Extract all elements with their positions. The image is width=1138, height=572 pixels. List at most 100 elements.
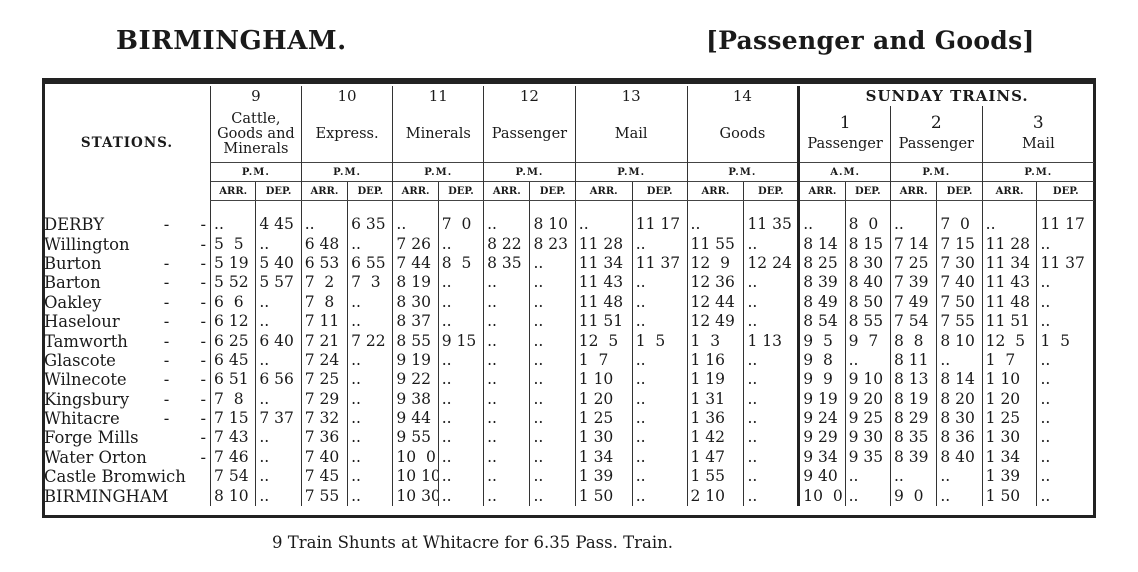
period-13: P.M. bbox=[574, 162, 688, 182]
time-cell: .. bbox=[255, 467, 302, 487]
time-cell: 7 55 bbox=[936, 311, 983, 332]
time-cell: .. bbox=[347, 370, 393, 390]
time-cell: .. bbox=[437, 311, 484, 332]
time-cell: 6 25 bbox=[210, 331, 256, 351]
time-cell: 8 55 bbox=[392, 331, 439, 351]
station-dash: - - bbox=[163, 409, 207, 429]
station-label: DERBY bbox=[44, 215, 105, 235]
time-cell: .. bbox=[437, 428, 484, 448]
time-cell: 11 28 bbox=[574, 234, 633, 254]
station-name: Barton - - bbox=[44, 273, 211, 292]
time-cell: 11 34 bbox=[981, 253, 1037, 274]
station-label: BIRMINGHAM bbox=[44, 486, 169, 506]
time-cell: 9 29 bbox=[797, 428, 846, 448]
time-cell: 7 11 bbox=[300, 311, 348, 332]
time-cell: .. bbox=[347, 292, 393, 312]
time-cell: .. bbox=[483, 447, 530, 468]
time-cell: 1 25 bbox=[981, 408, 1037, 429]
time-cell: .. bbox=[437, 486, 484, 506]
spacer-cell bbox=[437, 200, 484, 215]
table-row: Castle Bromwich 7 54.. 7 45.. 10 10...... 1 … bbox=[44, 467, 1094, 487]
time-cell: 7 54 bbox=[210, 467, 256, 487]
station-dash: - - bbox=[163, 253, 207, 273]
station-label: Barton bbox=[44, 273, 101, 293]
time-cell: 10 0 bbox=[797, 486, 846, 506]
time-cell: .. bbox=[631, 447, 688, 468]
time-cell: .. bbox=[529, 428, 576, 448]
time-cell: .. bbox=[483, 215, 530, 235]
time-cell: 1 16 bbox=[686, 350, 744, 371]
time-cell: .. bbox=[255, 447, 302, 468]
time-cell: 8 30 bbox=[392, 292, 439, 312]
table-row: Whitacre - -7 15 7 37 7 32.. 9 44...... 1 25.… bbox=[44, 408, 1094, 429]
time-cell: 8 54 bbox=[797, 311, 846, 332]
time-cell: .. bbox=[529, 486, 576, 506]
time-cell: 2 10 bbox=[686, 486, 744, 506]
time-cell: 7 32 bbox=[300, 408, 348, 429]
arr-label: ARR. bbox=[981, 181, 1037, 201]
time-cell: 8 35 bbox=[483, 253, 530, 274]
time-cell: .. bbox=[483, 428, 530, 448]
time-cell: 8 25 bbox=[797, 253, 846, 274]
time-cell: 7 22 bbox=[347, 331, 393, 351]
time-cell: 9 30 bbox=[844, 428, 891, 448]
spacer-cell bbox=[889, 200, 937, 215]
time-cell: .. bbox=[347, 350, 393, 371]
time-cell: 8 20 bbox=[936, 389, 983, 409]
time-cell: 7 44 bbox=[392, 253, 439, 274]
time-cell: .. bbox=[437, 234, 484, 254]
train-type-11: Minerals bbox=[392, 106, 484, 163]
time-cell: .. bbox=[1036, 234, 1094, 254]
period-sun-2: P.M. bbox=[889, 162, 983, 182]
time-cell: 7 55 bbox=[300, 486, 348, 506]
timetable: STATIONS. 9 10 11 12 13 14 SUNDAY TRAINS… bbox=[44, 86, 1094, 506]
time-cell: 8 15 bbox=[844, 234, 891, 254]
time-cell: .. bbox=[1036, 370, 1094, 390]
time-cell: .. bbox=[529, 447, 576, 468]
time-cell: 1 5 bbox=[631, 331, 688, 351]
time-cell: .. bbox=[529, 370, 576, 390]
dep-label: DEP. bbox=[631, 181, 688, 201]
time-cell: .. bbox=[631, 486, 688, 506]
sunday-train-number-1: 1 bbox=[839, 113, 851, 133]
spacer-cell bbox=[1036, 200, 1094, 215]
time-cell: .. bbox=[529, 311, 576, 332]
time-cell: .. bbox=[347, 234, 393, 254]
time-cell: 12 9 bbox=[686, 253, 744, 274]
time-cell: 9 24 bbox=[797, 408, 846, 429]
dep-label: DEP. bbox=[437, 181, 484, 201]
time-cell: .. bbox=[844, 467, 891, 487]
sunday-trains-header: SUNDAY TRAINS. bbox=[797, 86, 1094, 106]
time-cell: 11 17 bbox=[1036, 215, 1094, 235]
spacer-cell bbox=[797, 200, 846, 215]
time-cell: 7 43 bbox=[210, 428, 256, 448]
time-cell: 1 50 bbox=[981, 486, 1037, 506]
time-cell: 11 35 bbox=[743, 215, 799, 235]
time-cell: 1 7 bbox=[574, 350, 633, 371]
time-cell: 9 9 bbox=[797, 370, 846, 390]
time-cell: 10 10 bbox=[392, 467, 439, 487]
arr-label: ARR. bbox=[483, 181, 530, 201]
time-cell: 9 0 bbox=[889, 486, 937, 506]
time-cell: .. bbox=[483, 273, 530, 293]
period-sun-3: P.M. bbox=[981, 162, 1094, 182]
time-cell: .. bbox=[631, 234, 688, 254]
time-cell: 11 17 bbox=[631, 215, 688, 235]
spacer-cell bbox=[529, 200, 576, 215]
time-cell: 9 34 bbox=[797, 447, 846, 468]
train-number-13: 13 bbox=[574, 86, 688, 106]
time-cell: 7 45 bbox=[300, 467, 348, 487]
dep-label: DEP. bbox=[844, 181, 891, 201]
station-label: Haselour bbox=[44, 312, 120, 332]
time-cell: 8 49 bbox=[797, 292, 846, 312]
time-cell: .. bbox=[631, 408, 688, 429]
time-cell: 9 7 bbox=[844, 331, 891, 351]
time-cell: 8 14 bbox=[936, 370, 983, 390]
time-cell: .. bbox=[631, 370, 688, 390]
dep-label: DEP. bbox=[347, 181, 393, 201]
time-cell: 8 39 bbox=[889, 447, 937, 468]
time-cell: 12 49 bbox=[686, 311, 744, 332]
time-cell: 7 40 bbox=[936, 273, 983, 293]
time-cell: .. bbox=[743, 428, 799, 448]
time-cell: 11 51 bbox=[981, 311, 1037, 332]
